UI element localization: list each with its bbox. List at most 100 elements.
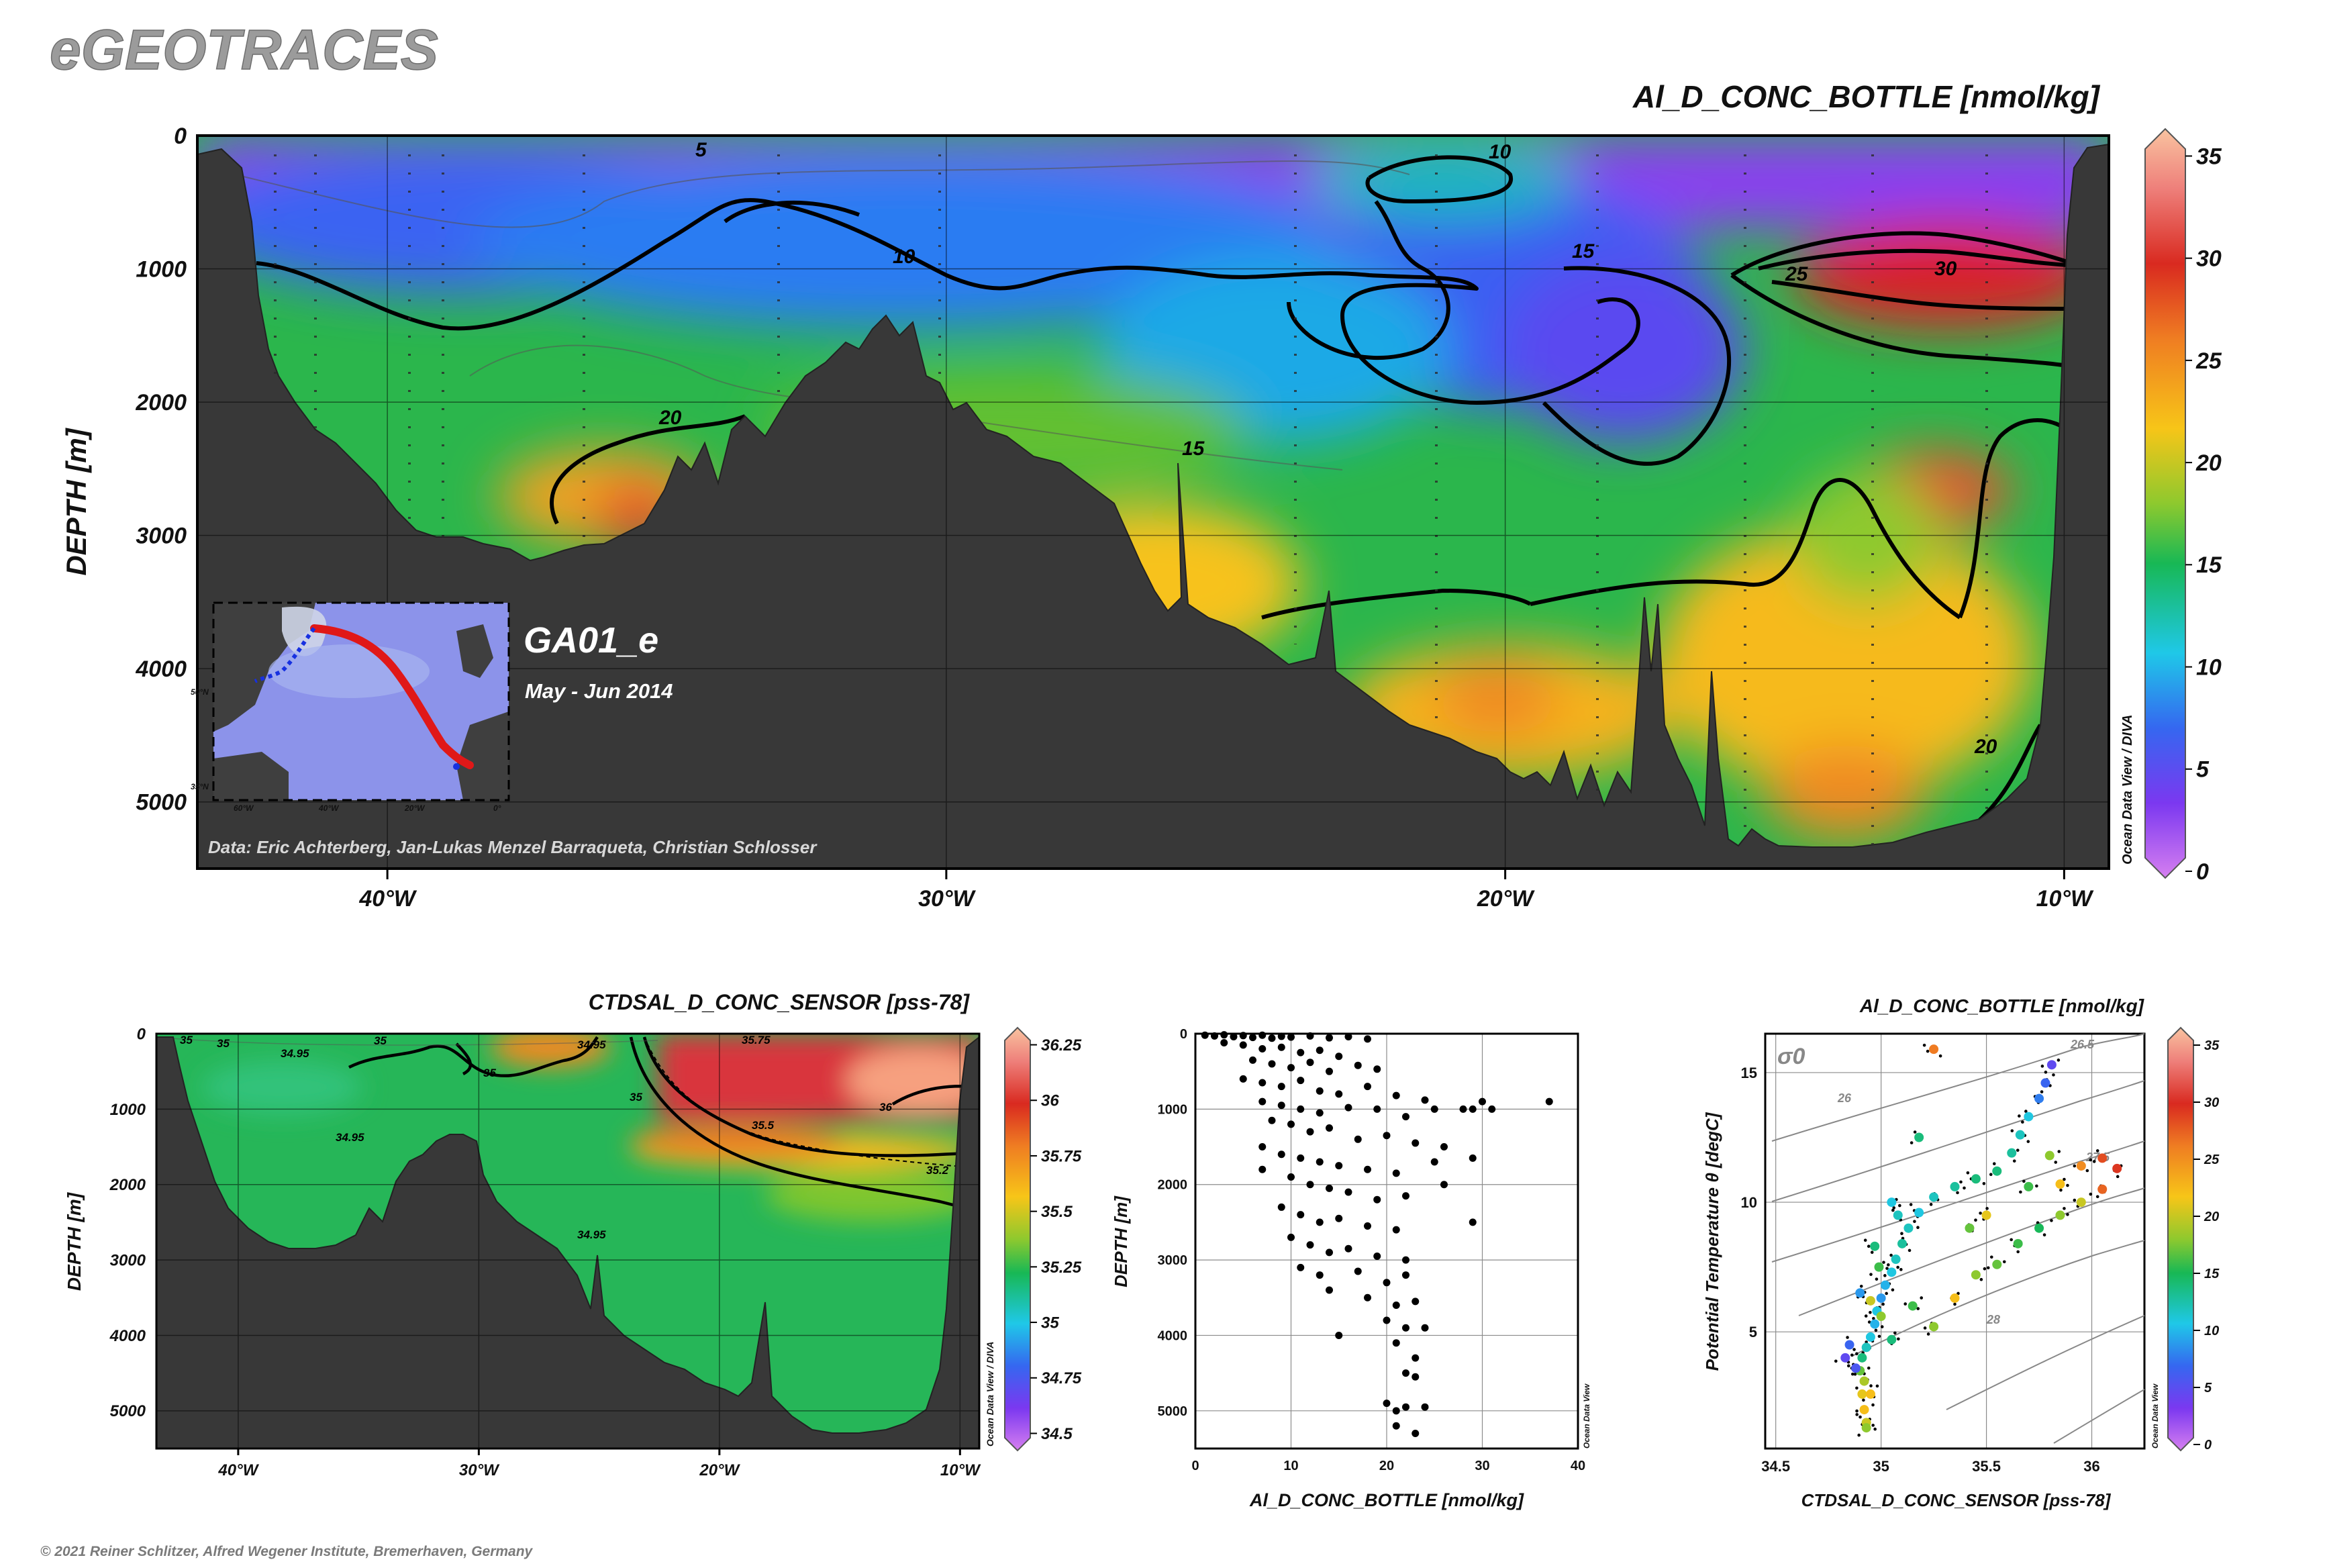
x-tick-label: 36 xyxy=(2083,1458,2099,1475)
background-dot xyxy=(1882,1261,1885,1264)
x-tick-label: 40°W xyxy=(217,1461,259,1479)
contour-label: 5 xyxy=(695,139,707,161)
background-dot xyxy=(1855,1413,1859,1416)
sigma-label: σ0 xyxy=(1777,1044,1805,1069)
data-point xyxy=(1392,1169,1400,1177)
background-dot xyxy=(2089,1158,2093,1162)
background-dot xyxy=(2050,1219,2053,1222)
background-dot xyxy=(1887,1263,1890,1267)
data-point xyxy=(1220,1031,1228,1039)
data-point xyxy=(1870,1319,1880,1329)
scatter-plot: 0 10 20 30 40 0 1000 2000 3000 4000 5000 Al_D_CONC… xyxy=(1111,1027,1591,1510)
background-dot xyxy=(2089,1192,2093,1196)
data-point xyxy=(1364,1035,1371,1043)
background-dot xyxy=(1889,1253,1893,1257)
data-point xyxy=(1344,1032,1352,1040)
x-tick-label: 0 xyxy=(1191,1459,1199,1473)
background-dot xyxy=(2066,1213,2069,1216)
colorbar-tick-label: 30 xyxy=(2196,246,2222,272)
y-tick-label: 10 xyxy=(1741,1194,1757,1211)
x-tick-label: 35.5 xyxy=(1972,1458,2001,1475)
data-point xyxy=(1364,1083,1371,1091)
background-dot xyxy=(2073,1198,2077,1202)
x-tick-label: 20°W xyxy=(1477,886,1535,912)
data-point xyxy=(1880,1280,1890,1290)
contour-label: 35 xyxy=(180,1034,193,1046)
contour-label: 34.95 xyxy=(336,1131,364,1144)
data-point xyxy=(1316,1087,1324,1095)
data-point xyxy=(1258,1044,1267,1052)
background-dot xyxy=(1992,1162,1996,1166)
colorbar-tick-label: 30 xyxy=(2204,1095,2219,1110)
data-point xyxy=(1950,1181,1960,1191)
background-dot xyxy=(2066,1183,2069,1187)
data-point xyxy=(2076,1197,2086,1208)
background-dot xyxy=(2010,1129,2014,1132)
data-point xyxy=(1258,1031,1267,1039)
data-point xyxy=(1287,1033,1295,1041)
background-dot xyxy=(1867,1320,1871,1324)
main-title: Al_D_CONC_BOTTLE [nmol/kg] xyxy=(1632,79,2101,114)
colorbar-tick-label: 20 xyxy=(2195,450,2222,476)
contour-label: 34.95 xyxy=(281,1047,309,1060)
data-point xyxy=(1392,1091,1400,1099)
background-dot xyxy=(1953,1302,1957,1306)
salinity-title: CTDSAL_D_CONC_SENSOR [pss-78] xyxy=(589,990,971,1014)
inset-tick: 0° xyxy=(493,803,501,813)
data-point xyxy=(1239,1032,1247,1040)
contour-label: 35 xyxy=(374,1034,387,1047)
background-dot xyxy=(1872,1316,1875,1320)
y-tick-label: 1000 xyxy=(1158,1102,1188,1117)
data-point xyxy=(1344,1104,1352,1112)
inset-map: 60°W 40°W 20°W 0° 50°N 35°N xyxy=(191,601,510,813)
background-dot xyxy=(1938,1054,1942,1058)
data-point xyxy=(1421,1403,1429,1411)
background-dot xyxy=(1846,1336,1849,1339)
data-point xyxy=(1364,1165,1371,1173)
data-point xyxy=(1859,1405,1869,1415)
colorbar-tick-label: 0 xyxy=(2204,1438,2212,1453)
y-tick-label: 0 xyxy=(1180,1027,1187,1042)
data-point xyxy=(1277,1043,1285,1051)
background-dot xyxy=(2022,1179,2026,1183)
data-point xyxy=(1297,1211,1305,1219)
background-dot xyxy=(1885,1267,1889,1270)
y-tick-label: 0 xyxy=(174,124,187,149)
x-tick-label: 10°W xyxy=(940,1461,981,1479)
data-point xyxy=(2076,1161,2086,1171)
data-point xyxy=(1908,1301,1918,1311)
background-dot xyxy=(2040,1090,2044,1093)
data-point xyxy=(1268,1034,1276,1042)
data-point xyxy=(1870,1241,1880,1251)
salinity-odv-tag: Ocean Data View / DIVA xyxy=(985,1342,995,1447)
x-tick-label: 35 xyxy=(1873,1458,1889,1475)
data-point xyxy=(1297,1154,1305,1162)
background-dot xyxy=(1875,1277,1879,1281)
background-dot xyxy=(1846,1364,1850,1368)
data-point xyxy=(1249,1034,1256,1042)
data-point xyxy=(2097,1184,2108,1194)
main-frame xyxy=(196,134,2110,870)
data-point xyxy=(1850,1363,1861,1373)
data-point xyxy=(1392,1339,1400,1347)
data-point xyxy=(1287,1173,1295,1181)
background-dot xyxy=(2116,1175,2120,1179)
data-point xyxy=(1258,1079,1267,1087)
background-dot xyxy=(1880,1325,1884,1328)
background-dot xyxy=(1957,1291,1960,1295)
ts-plot: Al_D_CONC_BOTTLE [nmol/kg] 26.5 26 27.5 … xyxy=(1702,995,2220,1510)
background-dot xyxy=(2063,1177,2066,1181)
salinity-frame xyxy=(155,1032,981,1450)
y-tick-label: 2000 xyxy=(1158,1178,1188,1193)
data-point xyxy=(1430,1158,1438,1166)
main-axes: 40°W 30°W 20°W 10°W 0 1000 2000 3000 4000 5000 xyxy=(135,124,2094,912)
data-point xyxy=(1861,1342,1871,1353)
background-dot xyxy=(2073,1164,2077,1168)
colorbar-tick-label: 10 xyxy=(2204,1324,2219,1338)
contour-label: 36 xyxy=(879,1101,892,1114)
isopycnals xyxy=(1771,1033,2145,1444)
background-dot xyxy=(2010,1238,2013,1242)
background-dot xyxy=(1885,1291,1888,1295)
contour-label: 25 xyxy=(1785,263,1809,285)
data-point xyxy=(1277,1203,1285,1211)
